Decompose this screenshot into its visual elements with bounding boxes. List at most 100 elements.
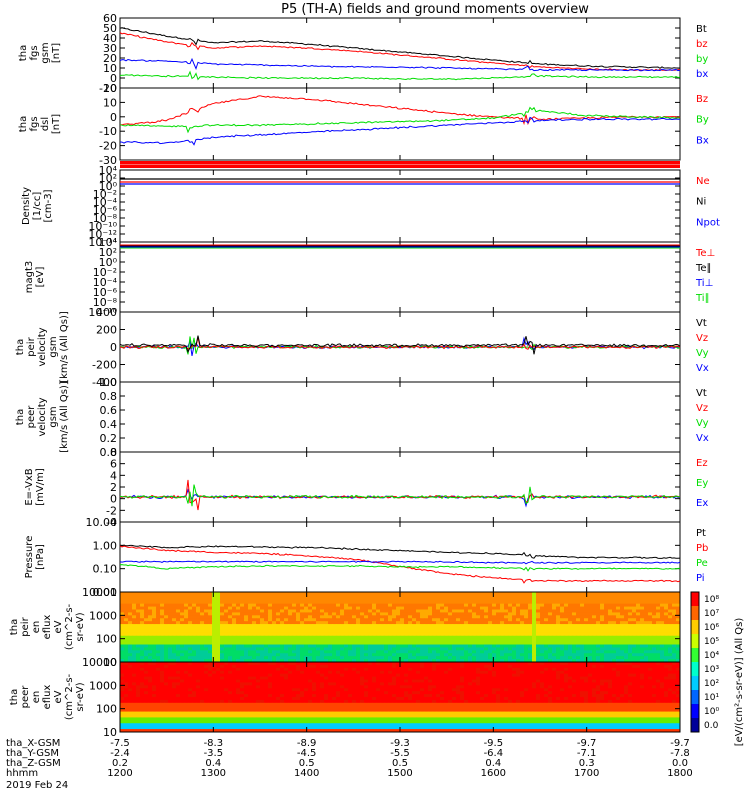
panel-frame [119,169,681,243]
legend-efield: Ez [696,458,708,469]
legend-density: Ni [696,197,706,208]
colorbar-tick-label: 10¹ [704,693,719,703]
y-tick-label: 0.01 [93,586,118,599]
legend-peer-velocity: Vt [696,388,707,399]
x-row-label: hhmm [6,768,38,779]
y-label-line: [1/cc] [32,192,43,221]
spectrogram-cells [120,592,681,663]
y-tick-label: 2 [110,481,117,494]
figure-title: P5 (TH-A) fields and ground moments over… [281,2,589,17]
colorbar-swatch [691,676,699,691]
x-tick-value: -4.5 [297,748,317,759]
panel-peir-spec: 10000 1000 100 10 tha peir en eflux eV (cm^2-s-sr… [9,586,681,669]
x-tick-value: 1600 [481,768,506,779]
legend-fgs-dsl: Bz [696,94,708,105]
y-tick-label: 50 [103,22,117,35]
y-tick-label: 10⁴ [99,164,118,177]
panel-peer-spec: 10000 1000 100 10 tha peer en eflux eV (cm^2-s-sr… [9,656,681,739]
series-group [120,178,680,185]
y-tick-label: 10⁻¹² [88,228,117,241]
y-label-line: [eV] [35,267,46,288]
legend-pressure: Pi [696,573,705,584]
x-row-label: tha_Z-GSM [6,758,61,769]
y-tick-label: -10 [99,82,117,95]
y-axis-label: tha peir velocity gsm [km/s (All Qs)] [15,311,70,383]
legend-temperature: Ti∥ [695,293,710,304]
y-tick-label: 10⁻¹⁰ [88,220,117,233]
y-tick-label: 0.0 [100,446,118,459]
colorbar-tick-label: 10³ [704,665,719,675]
y-tick-label: 0.8 [100,390,118,403]
y-tick-label: 10⁻⁴ [93,196,118,209]
y-tick-label: 10 [103,96,117,109]
y-label-line: gsm [40,42,51,63]
y-tick-label: 60 [103,12,117,25]
x-axis-annotations: tha_X-GSM -7.5 -8.3 -8.9 -9.3 -9.5 -9.7 -9.7 tha… [6,738,693,791]
y-tick-label: 100 [96,703,117,716]
x-tick-value: 0.4 [205,758,221,769]
y-label-line: eV [53,620,64,633]
y-axis-label: Pressure [nPa] [24,536,46,579]
y-label-line: fgs [29,45,40,60]
colorbar-tick-label: 10⁰ [704,707,719,717]
legend-peer-velocity: Vy [696,418,709,429]
y-label-line: gsm [48,406,59,427]
y-tick-label: 10000 [82,586,117,599]
y-label-line: Pressure [24,536,35,579]
y-label-line: tha [15,339,26,355]
y-tick-label: 0.10 [93,563,118,576]
legend-efield: Ex [696,498,708,509]
y-tick-label: 8 [110,446,117,459]
colorbar-tick-label: 10⁵ [704,637,719,647]
y-label-line: [km/s (All Qs)] [59,381,70,453]
y-label-line: Density [21,187,32,225]
x-tick-value: -3.5 [204,748,224,759]
colorbar-swatch [691,648,699,663]
series-group [119,479,681,511]
x-tick-value: -6.4 [484,748,504,759]
y-tick-label: 4 [110,469,117,482]
y-label-line: (cm^2-s- [64,603,75,650]
legend-fgs-dsl: Bx [696,135,709,146]
y-label-line: velocity [37,397,48,436]
legend-pressure: Pe [696,558,708,569]
y-tick-label: 10 [103,656,117,669]
y-label-line: dsl [40,117,51,131]
y-label-line: sr-eV) [75,682,86,711]
y-tick-label: -4 [106,516,117,529]
y-label-line: eV [53,690,64,703]
legend-peer-velocity: Vz [696,403,708,414]
y-axis-label: tha fgs dsl [nT] [18,114,62,134]
y-label-line: tha [15,409,26,425]
legend-fgs-gsm: bx [696,69,708,80]
y-label-line: peer [20,685,31,709]
legend-peir-velocity: Vt [696,318,707,329]
legend-efield: Ey [696,478,708,489]
x-tick-value: -2.4 [110,748,130,759]
colorbar-tick-label: 10⁴ [704,651,719,661]
x-tick-value: 1200 [107,768,132,779]
y-tick-label: 10⁻⁶ [93,286,118,299]
series-group [119,95,681,146]
colorbar-tick-label: 10⁷ [704,609,719,619]
legend-fgs-gsm: bz [696,39,708,50]
legend-density: Ne [696,176,710,187]
y-tick-label: 6 [110,458,117,471]
y-tick-label: 0.4 [100,418,118,431]
x-tick-value: -8.9 [297,738,317,749]
y-axis-label: tha fgs gsm [nT] [18,42,62,63]
x-row-label: tha_X-GSM [6,738,60,749]
y-tick-label: 0 [110,111,117,124]
series-group [119,544,681,584]
y-label-line: fgs [29,116,40,131]
y-tick-label: 10 [103,62,117,75]
y-label-line: eflux [42,615,53,640]
y-tick-label: 10⁻⁸ [93,212,118,225]
y-tick-label: 10⁰ [99,256,118,269]
y-tick-label: 20 [103,52,117,65]
x-tick-value: -7.5 [110,738,130,749]
y-label-line: magt3 [24,261,35,294]
